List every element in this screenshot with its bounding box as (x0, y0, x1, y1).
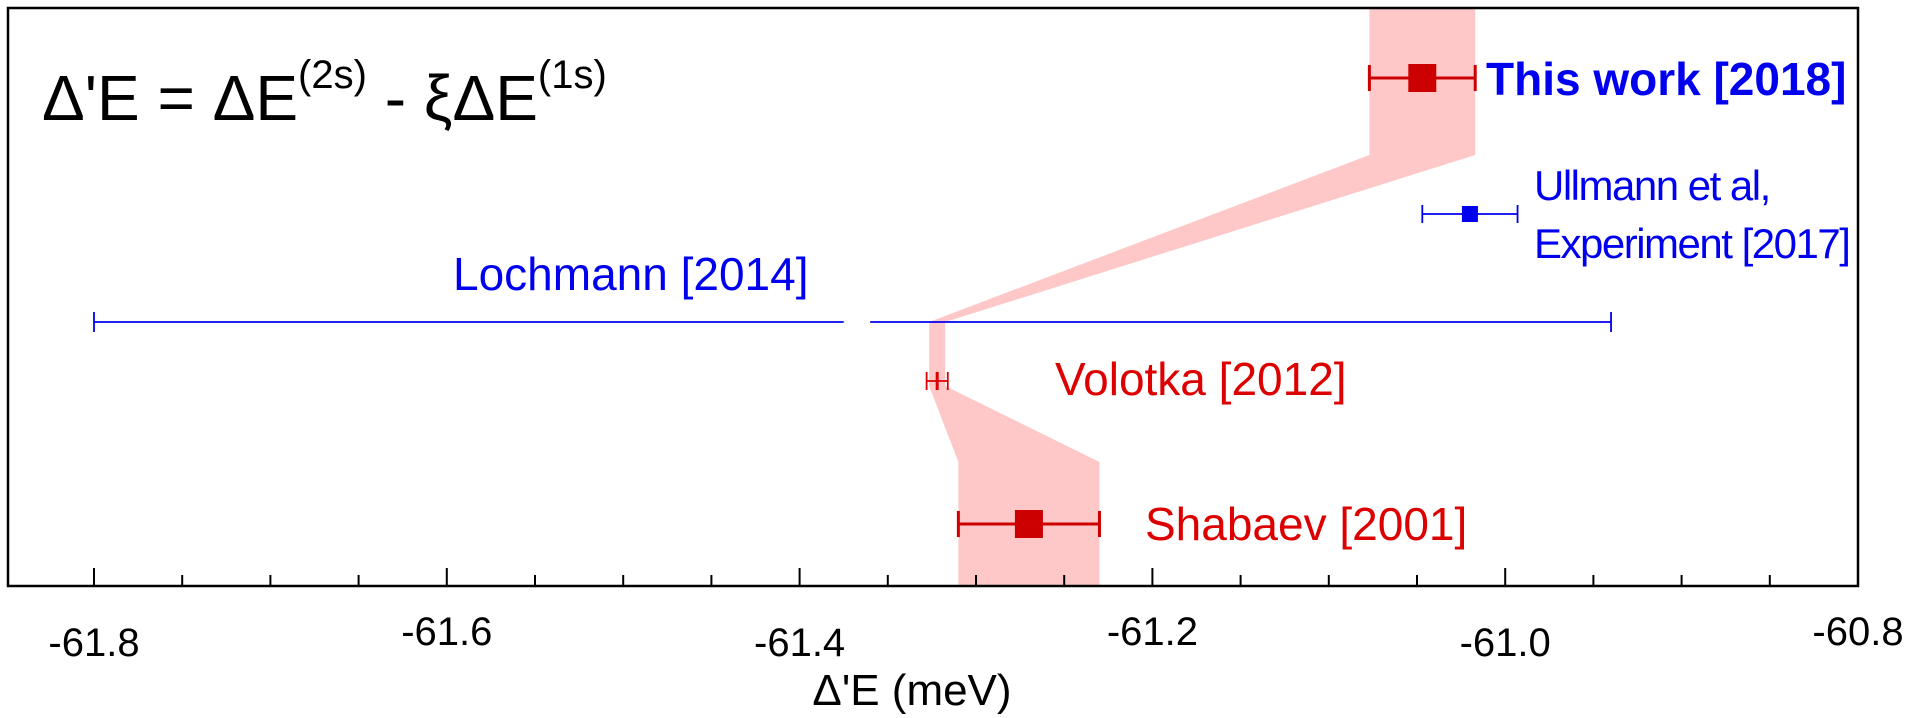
data-point-marker (1408, 64, 1437, 92)
data-point-marker (1014, 510, 1043, 538)
x-tick-label: -61.4 (754, 621, 845, 665)
label-ullmann-1: Ullmann et al, (1534, 162, 1770, 209)
label-this-work: This work [2018] (1486, 53, 1846, 105)
x-tick-label: -61.6 (401, 610, 492, 654)
label-volotka: Volotka [2012] (1055, 353, 1347, 405)
data-point-marker (1461, 206, 1478, 222)
label-ullmann-2: Experiment [2017] (1534, 220, 1849, 267)
x-axis-ticks: -61.8 -61.6 -61.4 -61.2 -61.0 -60.8 (48, 568, 1904, 665)
data-series (93, 64, 1612, 538)
x-tick-label: -61.0 (1460, 621, 1551, 665)
x-tick-label: -61.8 (48, 621, 139, 665)
x-tick-label: -61.2 (1107, 610, 1198, 654)
label-lochmann: Lochmann [2014] (453, 248, 809, 300)
formula-text: Δ'E = ΔE(2s) - ξΔE(1s) (42, 53, 607, 134)
label-shabaev: Shabaev [2001] (1145, 498, 1467, 550)
x-tick-label: -60.8 (1812, 610, 1903, 654)
x-axis-title: Δ'E (meV) (812, 666, 1011, 715)
plot-frame (6, 6, 1860, 588)
